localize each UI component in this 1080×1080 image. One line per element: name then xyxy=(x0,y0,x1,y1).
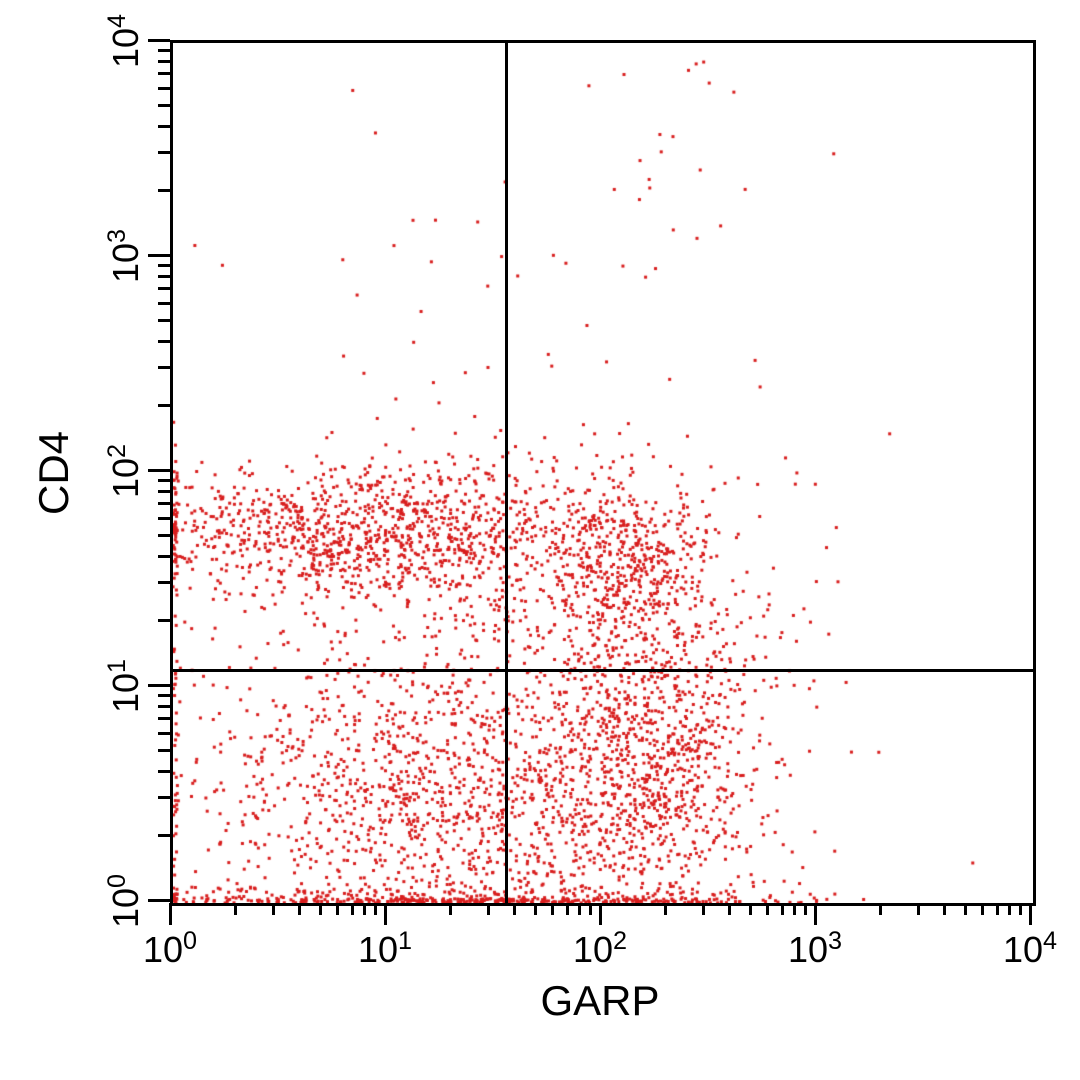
y-minor-tick xyxy=(158,366,170,369)
quadrant-vertical-line xyxy=(505,43,508,903)
y-minor-tick xyxy=(158,796,170,799)
x-minor-tick xyxy=(513,903,516,915)
x-minor-tick xyxy=(534,903,537,915)
x-minor-tick xyxy=(702,903,705,915)
x-minor-tick xyxy=(351,903,354,915)
y-minor-tick xyxy=(158,302,170,305)
y-minor-tick xyxy=(158,834,170,837)
x-minor-tick xyxy=(943,903,946,915)
x-minor-tick xyxy=(1019,903,1022,915)
y-minor-tick xyxy=(158,189,170,192)
scatter-canvas xyxy=(173,43,1033,903)
x-axis-label: GARP xyxy=(170,977,1030,1025)
y-tick-label: 103 xyxy=(105,211,147,301)
y-minor-tick xyxy=(158,404,170,407)
x-minor-tick xyxy=(551,903,554,915)
x-minor-tick xyxy=(336,903,339,915)
x-major-tick xyxy=(599,903,602,925)
x-minor-tick xyxy=(964,903,967,915)
x-major-tick xyxy=(384,903,387,925)
x-minor-tick xyxy=(298,903,301,915)
y-minor-tick xyxy=(158,340,170,343)
x-minor-tick xyxy=(487,903,490,915)
y-minor-tick xyxy=(158,490,170,493)
x-tick-label: 102 xyxy=(560,929,640,971)
x-minor-tick xyxy=(879,903,882,915)
y-minor-tick xyxy=(158,555,170,558)
x-minor-tick xyxy=(728,903,731,915)
y-major-tick xyxy=(148,899,170,902)
x-major-tick xyxy=(814,903,817,925)
y-minor-tick xyxy=(158,770,170,773)
x-minor-tick xyxy=(917,903,920,915)
x-minor-tick xyxy=(793,903,796,915)
y-minor-tick xyxy=(158,619,170,622)
y-minor-tick xyxy=(158,287,170,290)
y-minor-tick xyxy=(158,502,170,505)
x-minor-tick xyxy=(578,903,581,915)
y-axis-label: CD4 xyxy=(30,43,78,903)
y-minor-tick xyxy=(158,581,170,584)
x-minor-tick xyxy=(566,903,569,915)
y-major-tick xyxy=(148,684,170,687)
x-minor-tick xyxy=(272,903,275,915)
y-tick-label: 102 xyxy=(105,426,147,516)
y-tick-label: 100 xyxy=(105,856,147,946)
y-minor-tick xyxy=(158,72,170,75)
x-minor-tick xyxy=(589,903,592,915)
x-minor-tick xyxy=(234,903,237,915)
y-minor-tick xyxy=(158,49,170,52)
quadrant-horizontal-line xyxy=(173,669,1033,672)
y-minor-tick xyxy=(158,275,170,278)
x-minor-tick xyxy=(363,903,366,915)
y-major-tick xyxy=(148,254,170,257)
y-minor-tick xyxy=(158,694,170,697)
x-minor-tick xyxy=(766,903,769,915)
y-major-tick xyxy=(148,469,170,472)
y-minor-tick xyxy=(158,517,170,520)
x-minor-tick xyxy=(319,903,322,915)
x-minor-tick xyxy=(1008,903,1011,915)
y-minor-tick xyxy=(158,264,170,267)
y-minor-tick xyxy=(158,60,170,63)
y-minor-tick xyxy=(158,87,170,90)
x-major-tick xyxy=(1029,903,1032,925)
y-minor-tick xyxy=(158,534,170,537)
y-minor-tick xyxy=(158,151,170,154)
x-minor-tick xyxy=(374,903,377,915)
y-minor-tick xyxy=(158,125,170,128)
x-minor-tick xyxy=(996,903,999,915)
y-minor-tick xyxy=(158,104,170,107)
x-minor-tick xyxy=(804,903,807,915)
x-minor-tick xyxy=(981,903,984,915)
x-tick-label: 101 xyxy=(345,929,425,971)
flow-cytometry-plot: 100101102103104100101102103104 GARP CD4 xyxy=(0,0,1080,1080)
x-tick-label: 103 xyxy=(775,929,855,971)
y-minor-tick xyxy=(158,479,170,482)
y-tick-label: 104 xyxy=(105,0,147,86)
x-minor-tick xyxy=(749,903,752,915)
y-tick-label: 101 xyxy=(105,641,147,731)
y-minor-tick xyxy=(158,319,170,322)
plot-area xyxy=(170,40,1036,906)
x-tick-label: 104 xyxy=(990,929,1070,971)
y-minor-tick xyxy=(158,749,170,752)
y-minor-tick xyxy=(158,717,170,720)
x-minor-tick xyxy=(449,903,452,915)
y-minor-tick xyxy=(158,705,170,708)
x-minor-tick xyxy=(664,903,667,915)
y-minor-tick xyxy=(158,732,170,735)
x-minor-tick xyxy=(781,903,784,915)
y-major-tick xyxy=(148,39,170,42)
x-major-tick xyxy=(169,903,172,925)
